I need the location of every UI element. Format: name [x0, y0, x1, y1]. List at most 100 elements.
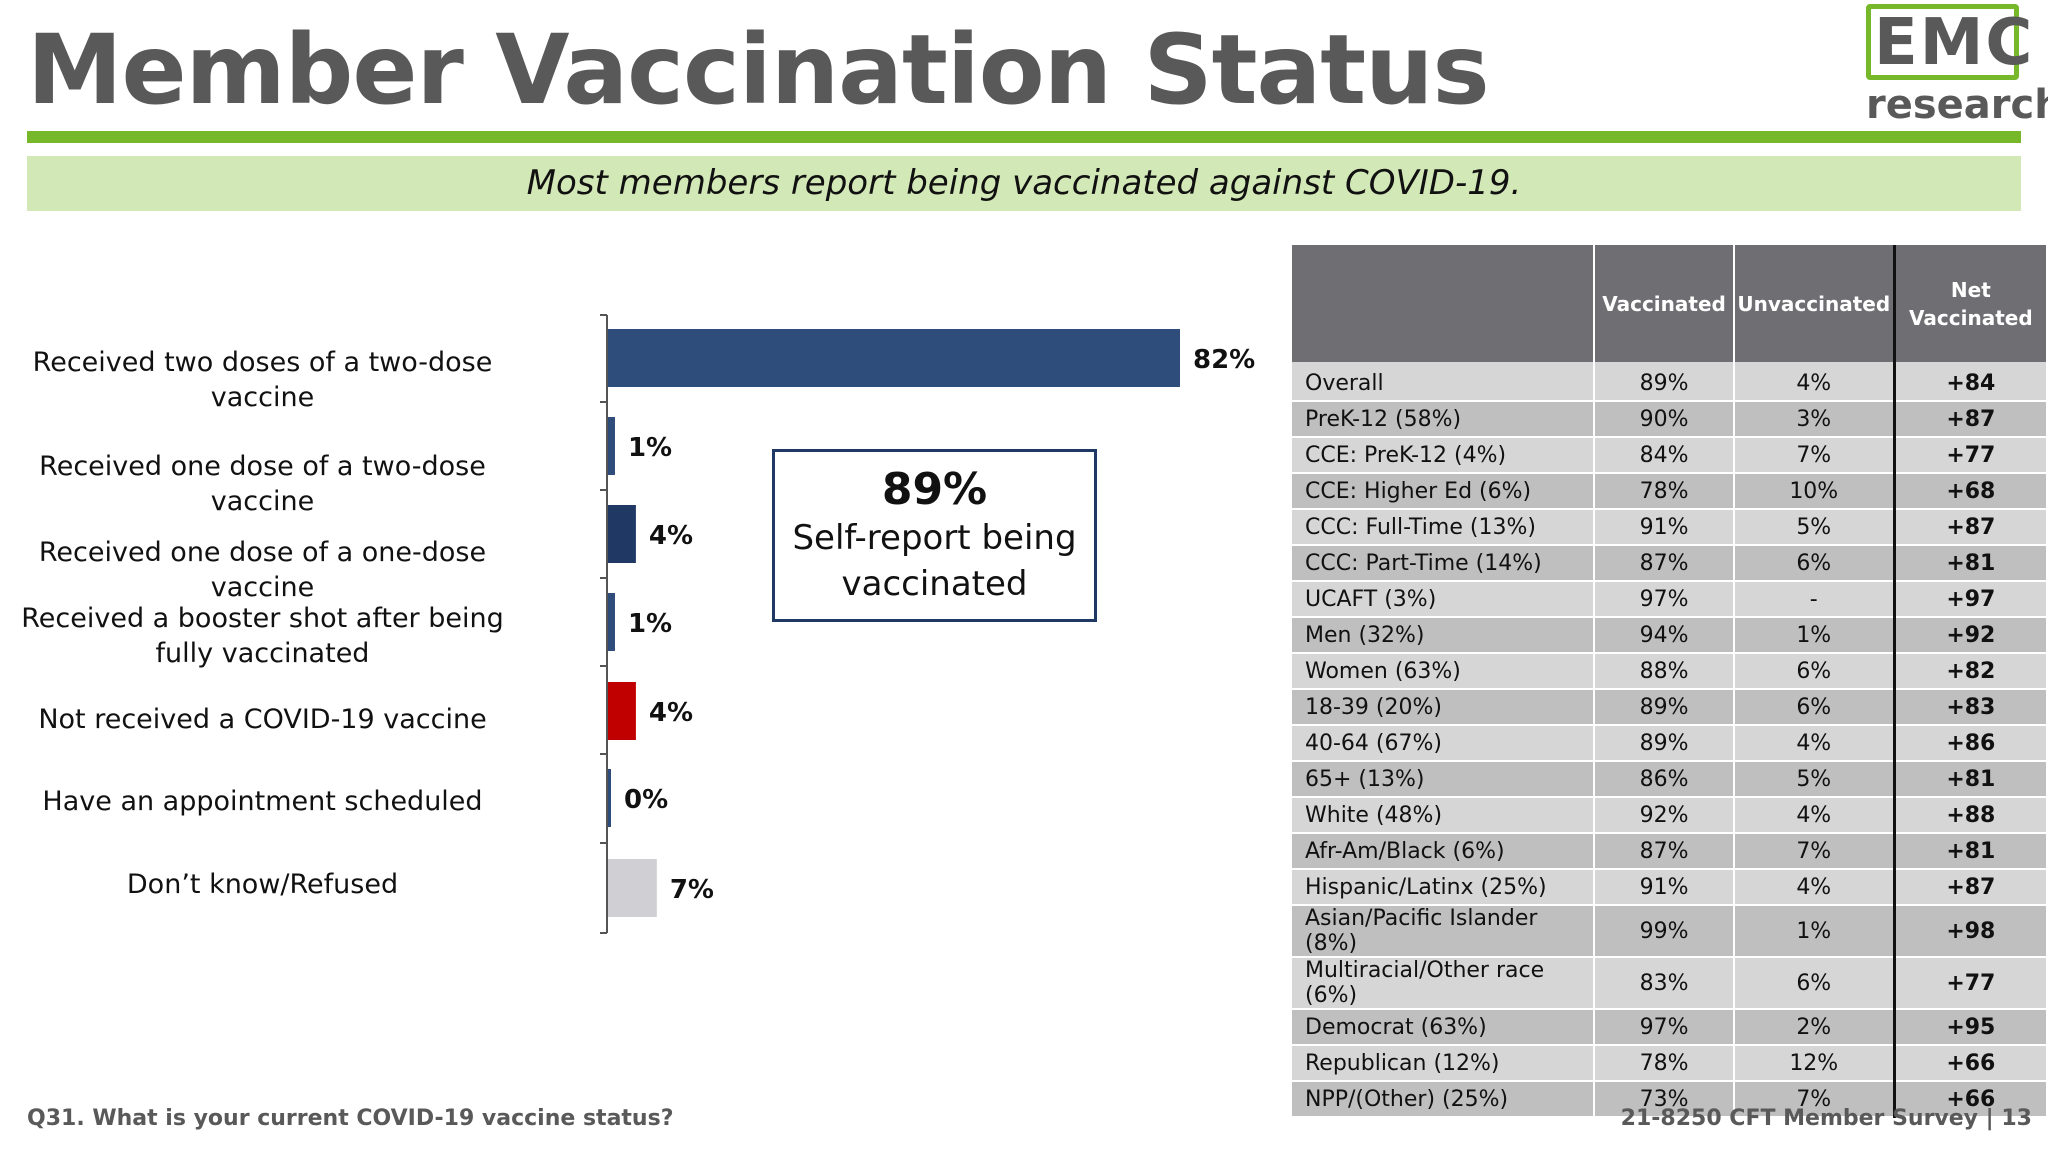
table-cell-net: +88 — [1894, 797, 2047, 833]
chart-bar — [608, 859, 657, 917]
table-cell-unvaccinated: 3% — [1734, 401, 1894, 437]
callout-box: 89% Self-report being vaccinated — [772, 449, 1097, 622]
table-cell-vaccinated: 99% — [1594, 905, 1734, 957]
table-cell-net: +98 — [1894, 905, 2047, 957]
emc-research-logo: EMC research — [1866, 4, 2031, 125]
table-row: CCC: Part-Time (14%) 87% 6% +81 — [1292, 545, 2047, 581]
table-header-net: Net Vaccinated — [1894, 245, 2047, 362]
table-cell-unvaccinated: 6% — [1734, 689, 1894, 725]
table-cell-group: Asian/Pacific Islander (8%) — [1292, 905, 1594, 957]
table-cell-net: +84 — [1894, 362, 2047, 401]
chart-bar — [608, 329, 1180, 387]
table-cell-group: NPP/(Other) (25%) — [1292, 1081, 1594, 1117]
table-cell-vaccinated: 91% — [1594, 869, 1734, 905]
chart-data-label: 0% — [624, 785, 668, 815]
survey-footnote: 21-8250 CFT Member Survey | 13 — [1621, 1106, 2032, 1131]
table-cell-net: +87 — [1894, 509, 2047, 545]
chart-data-label: 4% — [649, 698, 693, 728]
table-cell-vaccinated: 94% — [1594, 617, 1734, 653]
table-cell-unvaccinated: 1% — [1734, 905, 1894, 957]
table-cell-unvaccinated: 4% — [1734, 869, 1894, 905]
table-cell-net: +81 — [1894, 545, 2047, 581]
table-row: Women (63%) 88% 6% +82 — [1292, 653, 2047, 689]
table-cell-group: 65+ (13%) — [1292, 761, 1594, 797]
chart-bar — [608, 505, 636, 563]
table-cell-unvaccinated: 5% — [1734, 761, 1894, 797]
table-row: 40-64 (67%) 89% 4% +86 — [1292, 725, 2047, 761]
table-cell-group: CCE: PreK-12 (4%) — [1292, 437, 1594, 473]
table-row: 65+ (13%) 86% 5% +81 — [1292, 761, 2047, 797]
table-cell-unvaccinated: 7% — [1734, 437, 1894, 473]
chart-data-label: 82% — [1193, 345, 1255, 375]
table-cell-group: Democrat (63%) — [1292, 1009, 1594, 1045]
table-row: White (48%) 92% 4% +88 — [1292, 797, 2047, 833]
table-cell-net: +87 — [1894, 401, 2047, 437]
table-cell-unvaccinated: 4% — [1734, 797, 1894, 833]
table-row: CCE: PreK-12 (4%) 84% 7% +77 — [1292, 437, 2047, 473]
table-row: CCE: Higher Ed (6%) 78% 10% +68 — [1292, 473, 2047, 509]
table-cell-net: +95 — [1894, 1009, 2047, 1045]
chart-data-label: 7% — [670, 875, 714, 905]
chart-bar — [608, 417, 615, 475]
table-cell-group: Men (32%) — [1292, 617, 1594, 653]
table-cell-unvaccinated: 6% — [1734, 653, 1894, 689]
table-cell-unvaccinated: 6% — [1734, 957, 1894, 1009]
table-row: CCC: Full-Time (13%) 91% 5% +87 — [1292, 509, 2047, 545]
table-cell-net: +97 — [1894, 581, 2047, 617]
table-cell-vaccinated: 89% — [1594, 725, 1734, 761]
table-cell-group: Multiracial/Other race (6%) — [1292, 957, 1594, 1009]
table-cell-unvaccinated: 12% — [1734, 1045, 1894, 1081]
table-row: Men (32%) 94% 1% +92 — [1292, 617, 2047, 653]
table-cell-net: +81 — [1894, 761, 2047, 797]
table-cell-group: Afr-Am/Black (6%) — [1292, 833, 1594, 869]
table-cell-net: +77 — [1894, 957, 2047, 1009]
table-cell-vaccinated: 89% — [1594, 689, 1734, 725]
table-row: Afr-Am/Black (6%) 87% 7% +81 — [1292, 833, 2047, 869]
table-cell-net: +83 — [1894, 689, 2047, 725]
table-header-unvaccinated: Unvaccinated — [1734, 245, 1894, 362]
question-footnote: Q31. What is your current COVID-19 vacci… — [27, 1106, 673, 1131]
table-header-row: Vaccinated Unvaccinated Net Vaccinated — [1292, 245, 2047, 362]
table-cell-vaccinated: 86% — [1594, 761, 1734, 797]
table-cell-unvaccinated: 6% — [1734, 545, 1894, 581]
table-cell-group: UCAFT (3%) — [1292, 581, 1594, 617]
table-row: PreK-12 (58%) 90% 3% +87 — [1292, 401, 2047, 437]
table-row: Hispanic/Latinx (25%) 91% 4% +87 — [1292, 869, 2047, 905]
table-cell-net: +77 — [1894, 437, 2047, 473]
table-row: Republican (12%) 78% 12% +66 — [1292, 1045, 2047, 1081]
table-cell-vaccinated: 92% — [1594, 797, 1734, 833]
table-cell-net: +86 — [1894, 725, 2047, 761]
table-cell-group: Republican (12%) — [1292, 1045, 1594, 1081]
table-cell-vaccinated: 87% — [1594, 545, 1734, 581]
table-cell-net: +82 — [1894, 653, 2047, 689]
chart-bar — [608, 769, 611, 827]
table-cell-vaccinated: 89% — [1594, 362, 1734, 401]
table-cell-vaccinated: 88% — [1594, 653, 1734, 689]
table-cell-group: Hispanic/Latinx (25%) — [1292, 869, 1594, 905]
table-cell-vaccinated: 78% — [1594, 473, 1734, 509]
table-cell-vaccinated: 97% — [1594, 581, 1734, 617]
chart-bar — [608, 593, 615, 651]
table-cell-unvaccinated: 2% — [1734, 1009, 1894, 1045]
chart-bar — [608, 682, 636, 740]
table-cell-vaccinated: 78% — [1594, 1045, 1734, 1081]
table-cell-vaccinated: 84% — [1594, 437, 1734, 473]
subgroup-table: Vaccinated Unvaccinated Net Vaccinated O… — [1292, 245, 2048, 1118]
table-cell-group: Overall — [1292, 362, 1594, 401]
table-cell-unvaccinated: 4% — [1734, 725, 1894, 761]
table-row: Overall 89% 4% +84 — [1292, 362, 2047, 401]
table-cell-unvaccinated: 7% — [1734, 833, 1894, 869]
logo-emc-text: EMC — [1874, 6, 2034, 80]
callout-value: 89% — [775, 464, 1094, 515]
table-cell-vaccinated: 91% — [1594, 509, 1734, 545]
table-cell-group: CCC: Part-Time (14%) — [1292, 545, 1594, 581]
table-row: Multiracial/Other race (6%) 83% 6% +77 — [1292, 957, 2047, 1009]
table-cell-unvaccinated: - — [1734, 581, 1894, 617]
table-cell-net: +87 — [1894, 869, 2047, 905]
table-cell-group: CCC: Full-Time (13%) — [1292, 509, 1594, 545]
table-cell-unvaccinated: 4% — [1734, 362, 1894, 401]
callout-text: Self-report being vaccinated — [775, 515, 1094, 607]
table-row: Democrat (63%) 97% 2% +95 — [1292, 1009, 2047, 1045]
table-header-vaccinated: Vaccinated — [1594, 245, 1734, 362]
table-cell-group: 18-39 (20%) — [1292, 689, 1594, 725]
